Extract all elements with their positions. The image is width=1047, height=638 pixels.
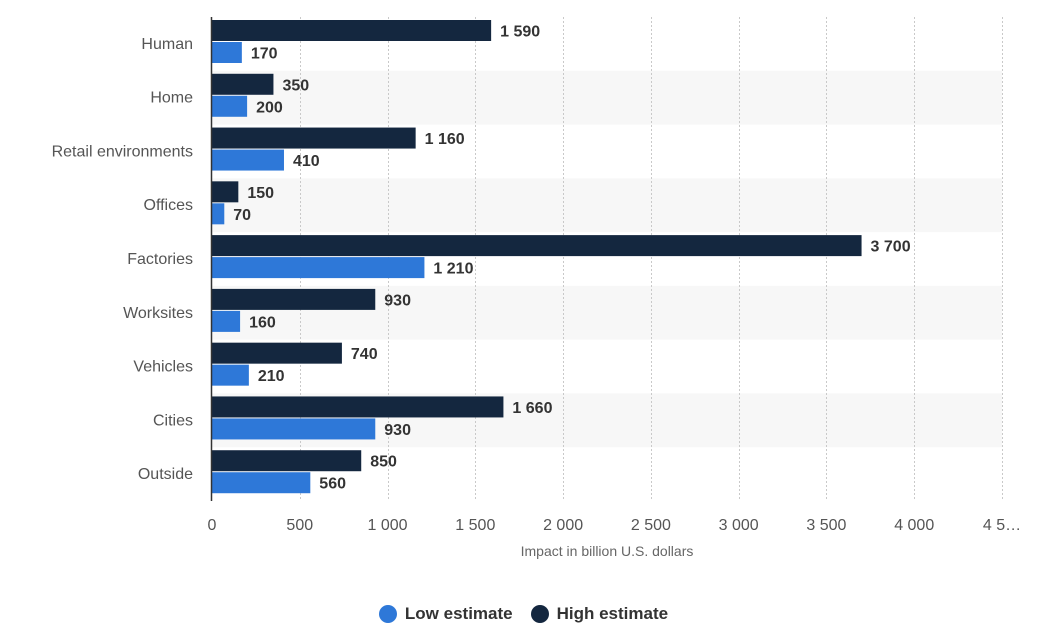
x-tick-label-1: 500 [286, 517, 313, 534]
bar-high-7 [212, 396, 504, 418]
x-tick-label-5: 2 500 [631, 517, 671, 534]
legend-swatch-high [530, 605, 549, 623]
value-label-high-4: 3 700 [871, 239, 911, 256]
value-label-high-6: 740 [351, 346, 378, 363]
bar-low-3 [212, 203, 225, 225]
bar-low-0 [212, 42, 242, 63]
x-tick-label-9: 4 5… [983, 517, 1021, 534]
value-label-low-6: 210 [258, 368, 285, 385]
x-axis-title: Impact in billion U.S. dollars [521, 543, 694, 559]
category-label-6: Vehicles [133, 359, 193, 376]
bar-high-3 [212, 181, 239, 203]
x-tick-label-8: 4 000 [894, 517, 934, 534]
value-label-low-4: 1 210 [433, 261, 473, 278]
legend-label-high: High estimate [556, 604, 669, 623]
x-tick-label-3: 1 500 [455, 517, 495, 534]
category-label-0: Human [141, 36, 193, 53]
category-label-7: Cities [153, 412, 193, 429]
x-tick-label-0: 0 [208, 517, 217, 534]
bar-low-5 [212, 310, 241, 332]
bar-high-2 [212, 127, 416, 149]
value-label-high-1: 350 [282, 77, 309, 94]
value-label-high-0: 1 590 [500, 24, 540, 41]
category-label-4: Factories [127, 251, 193, 268]
value-label-low-7: 930 [384, 422, 411, 439]
bar-low-8 [212, 472, 311, 494]
legend-label-low: Low estimate [404, 604, 513, 623]
bar-low-1 [212, 95, 248, 117]
bar-low-2 [212, 149, 284, 171]
x-tick-label-4: 2 000 [543, 517, 583, 534]
category-label-5: Worksites [123, 305, 193, 322]
bar-high-8 [212, 450, 362, 472]
legend-item-low[interactable]: Low estimate [378, 604, 513, 624]
bar-high-6 [212, 342, 342, 364]
value-label-low-5: 160 [249, 314, 276, 331]
bar-chart: 1 590 170 Human 350 200 Home 1 160 410 Retail en… [52, 17, 1021, 559]
category-label-2: Retail environments [52, 143, 193, 160]
bar-high-5 [212, 288, 376, 310]
category-label-1: Home [150, 90, 193, 107]
bar-low-6 [212, 364, 249, 386]
row-band [212, 70, 1002, 125]
value-label-low-0: 170 [251, 46, 278, 63]
category-label-8: Outside [138, 466, 193, 483]
bar-low-7 [212, 418, 376, 440]
legend-swatch-low [378, 605, 397, 623]
value-label-low-1: 200 [256, 99, 283, 116]
legend-item-high[interactable]: High estimate [530, 604, 669, 624]
bar-low-4 [212, 257, 425, 279]
x-tick-label-6: 3 000 [719, 517, 759, 534]
value-label-high-7: 1 660 [512, 400, 552, 417]
value-label-high-8: 850 [370, 454, 397, 471]
x-tick-label-7: 3 500 [806, 517, 846, 534]
row-band [212, 178, 1002, 233]
x-tick-label-2: 1 000 [368, 517, 408, 534]
value-label-low-2: 410 [293, 153, 320, 170]
category-label-3: Offices [144, 197, 194, 214]
value-label-low-8: 560 [319, 476, 346, 493]
value-label-low-3: 70 [233, 207, 251, 224]
bar-high-0 [212, 20, 492, 41]
bar-high-4 [212, 235, 862, 257]
bar-high-1 [212, 73, 274, 95]
value-label-high-3: 150 [247, 185, 274, 202]
value-label-high-5: 930 [384, 292, 411, 309]
legend: Low estimate High estimate [0, 600, 1047, 628]
value-label-high-2: 1 160 [425, 131, 465, 148]
